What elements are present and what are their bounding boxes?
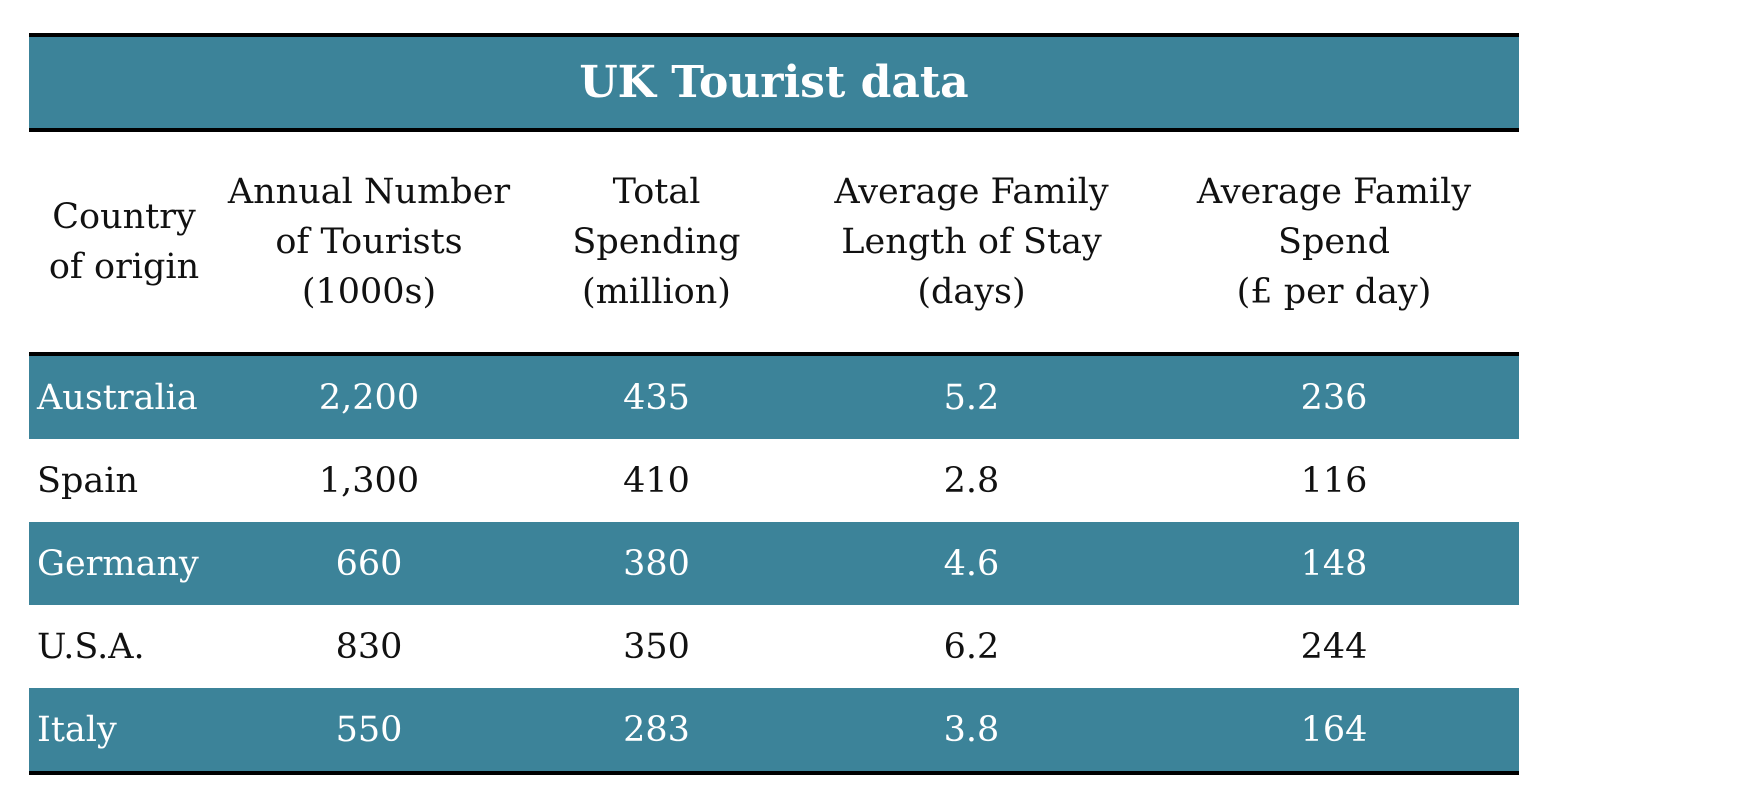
tourist-data-table: UK Tourist data Country of origin Annual… — [29, 33, 1520, 775]
table-title: UK Tourist data — [29, 33, 1520, 132]
header-line: Annual Number — [227, 172, 511, 212]
table-cell: 3.8 — [794, 688, 1149, 775]
column-header-annual-tourists: Annual Number of Tourists (1000s) — [219, 130, 519, 356]
column-header-country: Country of origin — [29, 130, 219, 356]
table-cell: 350 — [519, 605, 794, 688]
table-cell: 550 — [219, 688, 519, 775]
header-line: Average Family — [1196, 172, 1472, 212]
table-cell: 4.6 — [794, 522, 1149, 605]
header-row: Country of origin Annual Number of Touri… — [29, 130, 1520, 356]
header-line: (million) — [582, 272, 731, 312]
column-header-total-spending: Total Spending (million) — [519, 130, 794, 356]
table-cell: 148 — [1149, 522, 1520, 605]
table-cell: 283 — [519, 688, 794, 775]
header-line: Length of Stay — [841, 222, 1102, 262]
table-cell: Italy — [29, 688, 219, 775]
header-line: of origin — [48, 247, 200, 287]
table-cell: 244 — [1149, 605, 1520, 688]
table-cell: 5.2 — [794, 354, 1149, 439]
table-cell: 2.8 — [794, 439, 1149, 522]
header-line: Spend — [1277, 222, 1391, 262]
title-row: UK Tourist data — [29, 33, 1520, 132]
header-line: (1000s) — [301, 272, 437, 312]
table-cell: 830 — [219, 605, 519, 688]
table-row: U.S.A. 830 350 6.2 244 — [29, 605, 1520, 688]
column-header-length-of-stay: Average Family Length of Stay (days) — [794, 130, 1149, 356]
table-cell: 380 — [519, 522, 794, 605]
column-header-spend-per-day: Average Family Spend (£ per day) — [1149, 130, 1520, 356]
table-cell: 116 — [1149, 439, 1520, 522]
table-row: Italy 550 283 3.8 164 — [29, 688, 1520, 775]
table-cell: 2,200 — [219, 354, 519, 439]
table-cell: 435 — [519, 354, 794, 439]
header-line: (days) — [917, 272, 1026, 312]
tourist-data-table-container: UK Tourist data Country of origin Annual… — [29, 33, 1520, 775]
table-cell: 660 — [219, 522, 519, 605]
table-cell: Spain — [29, 439, 219, 522]
table-cell: 410 — [519, 439, 794, 522]
table-cell: Australia — [29, 354, 219, 439]
table-cell: 6.2 — [794, 605, 1149, 688]
header-line: Average Family — [834, 172, 1109, 212]
table-row: Australia 2,200 435 5.2 236 — [29, 354, 1520, 439]
table-cell: 1,300 — [219, 439, 519, 522]
table-cell: 164 — [1149, 688, 1520, 775]
table-cell: U.S.A. — [29, 605, 219, 688]
header-line: of Tourists — [275, 222, 463, 262]
header-line: (£ per day) — [1236, 272, 1432, 312]
header-line: Country — [52, 197, 196, 237]
header-line: Total Spending — [572, 172, 741, 262]
table-row: Spain 1,300 410 2.8 116 — [29, 439, 1520, 522]
table-row: Germany 660 380 4.6 148 — [29, 522, 1520, 605]
table-cell: 236 — [1149, 354, 1520, 439]
table-cell: Germany — [29, 522, 219, 605]
